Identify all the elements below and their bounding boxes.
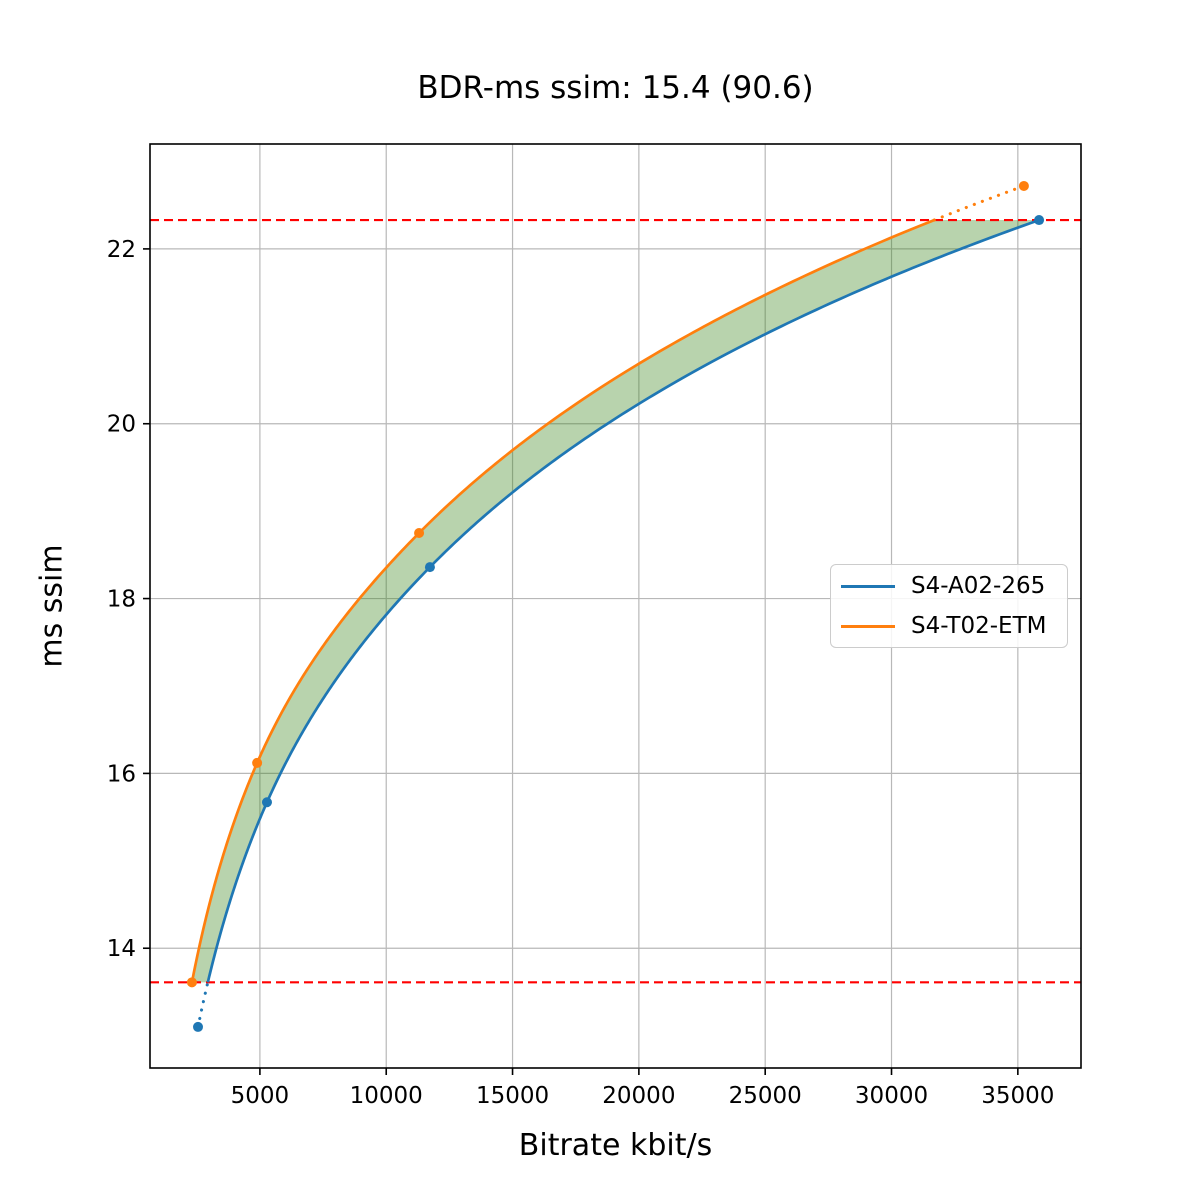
tick-marks: [143, 248, 1019, 1075]
legend-line-swatch: [841, 624, 895, 628]
legend-item: S4-T02-ETM: [831, 606, 1067, 646]
y-tick-label: 14: [107, 936, 136, 962]
x-tick-label: 30000: [855, 1083, 928, 1109]
x-tick-label: 20000: [602, 1083, 675, 1109]
bd-rate-fill-area: [191, 220, 1040, 983]
y-tick-label: 22: [107, 237, 136, 263]
legend-item: S4-A02-265: [831, 566, 1067, 606]
x-axis-label: Bitrate kbit/s: [518, 1128, 713, 1163]
x-tick-label: 35000: [981, 1083, 1054, 1109]
y-tick-label: 20: [107, 412, 136, 438]
legend: S4-A02-265 S4-T02-ETM: [830, 564, 1068, 648]
integration-bound-lines: [150, 218, 1081, 984]
axes: [149, 143, 1082, 1069]
x-tick-label: 10000: [350, 1083, 423, 1109]
chart-title: BDR-ms ssim: 15.4 (90.6): [417, 70, 814, 106]
series-line-0: [196, 218, 1040, 1029]
y-tick-label: 16: [107, 761, 136, 787]
legend-line-swatch: [841, 584, 895, 588]
y-tick-label: 18: [107, 587, 136, 613]
series-markers-0: [193, 215, 1045, 1032]
series-line-1: [190, 184, 1026, 983]
series-markers-1: [186, 180, 1029, 988]
x-tick-labels: 5000 10000 15000 20000 25000 30000 35000: [231, 1083, 1055, 1109]
legend-label: S4-A02-265: [911, 573, 1046, 599]
y-tick-labels: 14 16 18 20 22: [107, 237, 136, 962]
legend-label: S4-T02-ETM: [911, 613, 1047, 639]
x-tick-label: 15000: [476, 1083, 549, 1109]
x-tick-label: 5000: [231, 1083, 290, 1109]
x-tick-label: 25000: [729, 1083, 802, 1109]
